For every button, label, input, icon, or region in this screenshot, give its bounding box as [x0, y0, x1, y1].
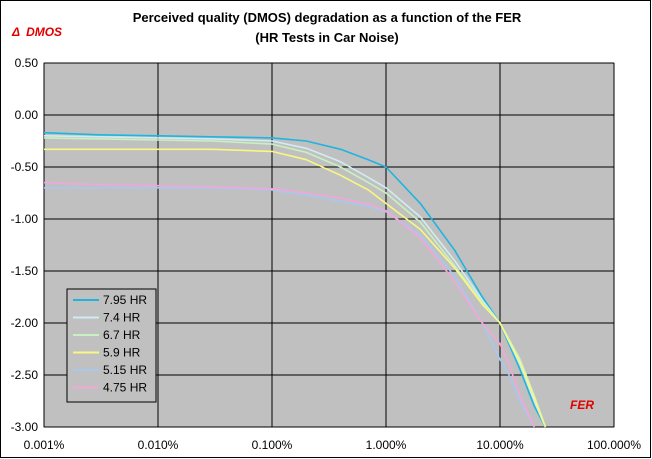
x-tick-label: 100.000%: [587, 438, 641, 452]
legend: 7.95 HR 7.4 HR 6.7 HR 5.9 HR 5.15 HR 4.75 HR: [66, 288, 157, 403]
chart-subtitle: (HR Tests in Car Noise): [255, 30, 399, 45]
y-tick-label: -3.00: [11, 420, 39, 434]
legend-box: [66, 288, 157, 403]
y-tick-label: -1.50: [11, 264, 39, 278]
series-line: [44, 187, 536, 428]
y-tick-label: -2.00: [11, 316, 39, 330]
x-tick-label: 1.000%: [366, 438, 407, 452]
y-axis-label-symbol: Δ: [11, 25, 20, 39]
series-lines: [43, 131, 547, 428]
x-tick-label: 0.100%: [252, 438, 293, 452]
y-tick-label: -1.00: [11, 212, 39, 226]
y-axis-label-text: DMOS: [26, 25, 62, 39]
series-line: [43, 181, 536, 428]
tick-labels: 0.50 0.00 -0.50 -1.00 -1.50 -2.00 -2.50 -3.00 0.…: [11, 56, 642, 452]
legend-label: 5.15 HR: [103, 363, 147, 377]
x-axis-label: FER: [570, 398, 594, 412]
legend-label: 7.4 HR: [103, 311, 141, 325]
y-tick-label: -0.50: [11, 160, 39, 174]
series-line: [43, 131, 547, 428]
legend-label: 7.95 HR: [103, 293, 147, 307]
x-tick-label: 0.010%: [138, 438, 179, 452]
x-tick-label: 10.000%: [476, 438, 524, 452]
legend-label: 4.75 HR: [103, 381, 147, 395]
x-tick-label: 0.001%: [24, 438, 65, 452]
series-line: [44, 148, 547, 428]
y-tick-label: 0.50: [15, 56, 39, 70]
y-tick-label: -2.50: [11, 368, 39, 382]
chart-title: Perceived quality (DMOS) degradation as …: [133, 10, 522, 25]
y-tick-label: 0.00: [15, 108, 39, 122]
legend-label: 6.7 HR: [103, 328, 141, 342]
legend-label: 5.9 HR: [103, 346, 141, 360]
y-axis-label: Δ DMOS: [11, 25, 62, 39]
